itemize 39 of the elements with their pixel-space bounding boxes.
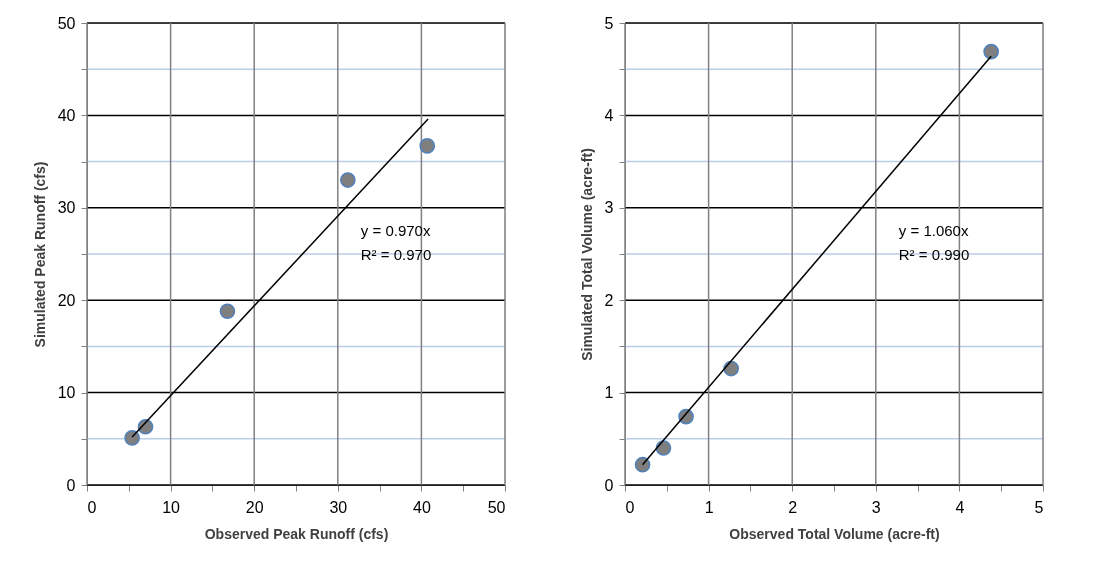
y-tick-label: 40: [57, 106, 76, 124]
y-tick-label: 0: [604, 476, 614, 494]
x-tick-label: 20: [245, 498, 264, 516]
x-tick-label: 50: [487, 498, 506, 516]
x-tick-label: 30: [329, 498, 348, 516]
y-axis-title: Simulated Peak Runoff (cfs): [31, 161, 48, 348]
y-tick-label: 30: [57, 199, 76, 217]
y-tick-label: 2: [604, 291, 614, 309]
x-tick-label: 40: [413, 498, 431, 516]
x-axis-title: Observed Total Volume (acre-ft): [729, 525, 940, 542]
y-tick-label: 1: [604, 384, 614, 402]
point: [634, 456, 651, 473]
x-tick-label: 4: [955, 498, 965, 516]
y-tick-label: 20: [57, 291, 76, 309]
annotation: R² = 0.970: [360, 245, 432, 263]
x-tick-label: 0: [87, 498, 97, 516]
y-tick-label: 0: [66, 476, 76, 494]
y-axis-title: Simulated Total Volume (acre-ft): [578, 148, 595, 361]
point: [983, 43, 999, 60]
y-tick-label: 50: [57, 14, 76, 32]
annotation: R² = 0.990: [898, 245, 970, 263]
point: [219, 303, 236, 320]
x-tick-label: 0: [625, 498, 635, 516]
x-tick-label: 10: [162, 498, 181, 516]
x-axis-title: Observed Peak Runoff (cfs): [204, 525, 389, 542]
annotation: y = 0.970x: [360, 221, 431, 239]
x-tick-label: 1: [704, 498, 714, 516]
y-tick-label: 4: [604, 106, 614, 124]
x-tick-label: 3: [871, 498, 881, 516]
y-tick-label: 3: [604, 199, 614, 217]
point: [124, 430, 140, 446]
point: [419, 138, 436, 154]
annotation: y = 1.060x: [898, 221, 969, 239]
x-tick-label: 5: [1034, 498, 1044, 516]
y-tick-label: 10: [57, 384, 76, 402]
point: [340, 172, 356, 188]
point: [655, 440, 672, 456]
y-tick-label: 5: [604, 14, 614, 32]
x-tick-label: 2: [788, 498, 798, 516]
